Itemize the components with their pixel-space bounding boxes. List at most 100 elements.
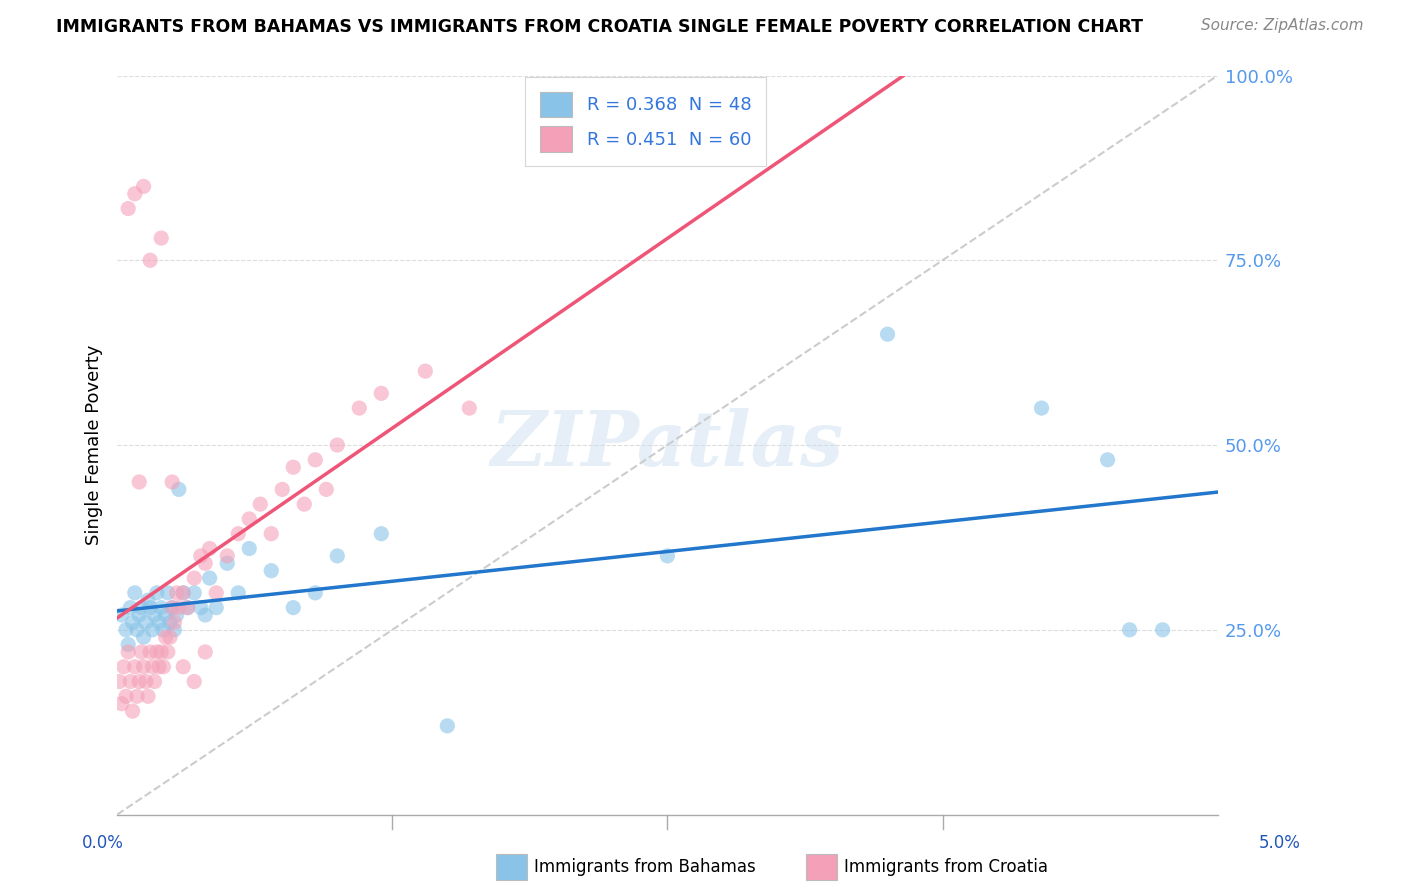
Point <box>124 186 146 201</box>
Text: 0.0%: 0.0% <box>82 834 124 852</box>
Text: ZIPatlas: ZIPatlas <box>491 408 844 482</box>
Point <box>141 623 163 637</box>
Point <box>1152 623 1174 637</box>
Point <box>110 697 132 711</box>
Point <box>226 526 249 541</box>
Point <box>413 364 436 378</box>
Point <box>315 483 337 497</box>
Point <box>117 638 139 652</box>
Point <box>159 615 181 630</box>
Point <box>172 586 194 600</box>
Point <box>172 659 194 673</box>
Point <box>155 630 177 644</box>
Point <box>121 615 143 630</box>
Point <box>436 719 458 733</box>
Point <box>117 202 139 216</box>
Point <box>190 549 212 563</box>
Point <box>136 690 159 704</box>
Point <box>112 659 135 673</box>
Point <box>163 623 186 637</box>
Legend: R = 0.368  N = 48, R = 0.451  N = 60: R = 0.368 N = 48, R = 0.451 N = 60 <box>526 77 766 166</box>
Point <box>115 623 138 637</box>
Point <box>326 438 349 452</box>
Point <box>124 586 146 600</box>
Point <box>136 593 159 607</box>
Point <box>132 659 155 673</box>
Point <box>194 645 217 659</box>
Point <box>198 541 221 556</box>
Point <box>115 690 138 704</box>
Point <box>226 586 249 600</box>
Point <box>132 630 155 644</box>
Point <box>146 645 169 659</box>
Point <box>143 607 166 622</box>
Point <box>198 571 221 585</box>
Point <box>108 674 131 689</box>
Bar <box>496 854 527 880</box>
Point <box>150 645 173 659</box>
Point <box>1097 452 1119 467</box>
Point <box>183 674 205 689</box>
Point <box>190 600 212 615</box>
Point <box>139 253 162 268</box>
Point <box>1118 623 1140 637</box>
Point <box>176 600 198 615</box>
Point <box>238 512 260 526</box>
Point <box>1031 401 1053 415</box>
Point <box>238 541 260 556</box>
Point <box>128 475 150 489</box>
Point <box>370 526 392 541</box>
Bar <box>806 854 837 880</box>
Point <box>117 645 139 659</box>
Point <box>326 549 349 563</box>
Text: IMMIGRANTS FROM BAHAMAS VS IMMIGRANTS FROM CROATIA SINGLE FEMALE POVERTY CORRELA: IMMIGRANTS FROM BAHAMAS VS IMMIGRANTS FR… <box>56 18 1143 36</box>
Point <box>125 623 148 637</box>
Point <box>139 600 162 615</box>
Point <box>139 645 162 659</box>
Point <box>152 623 174 637</box>
Point <box>148 615 170 630</box>
Point <box>176 600 198 615</box>
Point <box>125 690 148 704</box>
Point <box>249 497 271 511</box>
Point <box>260 526 283 541</box>
Point <box>260 564 283 578</box>
Point <box>304 586 326 600</box>
Point <box>217 549 239 563</box>
Point <box>159 630 181 644</box>
Point <box>124 659 146 673</box>
Point <box>160 600 183 615</box>
Text: 5.0%: 5.0% <box>1258 834 1301 852</box>
Point <box>131 600 153 615</box>
Point <box>166 586 188 600</box>
Point <box>304 452 326 467</box>
Point <box>132 179 155 194</box>
Point <box>172 586 194 600</box>
Point <box>370 386 392 401</box>
Point <box>217 556 239 570</box>
Point <box>163 615 186 630</box>
Point <box>155 607 177 622</box>
Point <box>128 607 150 622</box>
Point <box>283 460 305 475</box>
Y-axis label: Single Female Poverty: Single Female Poverty <box>86 345 103 545</box>
Point <box>128 674 150 689</box>
Point <box>166 607 188 622</box>
Point <box>120 674 142 689</box>
Point <box>292 497 315 511</box>
Text: Immigrants from Bahamas: Immigrants from Bahamas <box>534 858 756 876</box>
Point <box>349 401 371 415</box>
Point <box>183 571 205 585</box>
Point <box>141 659 163 673</box>
Point <box>167 483 190 497</box>
Point <box>135 674 157 689</box>
Point <box>194 607 217 622</box>
Point <box>194 556 217 570</box>
Point <box>143 674 166 689</box>
Point <box>146 586 169 600</box>
Point <box>152 659 174 673</box>
Point <box>121 704 143 718</box>
Point <box>167 600 190 615</box>
Point <box>150 600 173 615</box>
Point <box>148 659 170 673</box>
